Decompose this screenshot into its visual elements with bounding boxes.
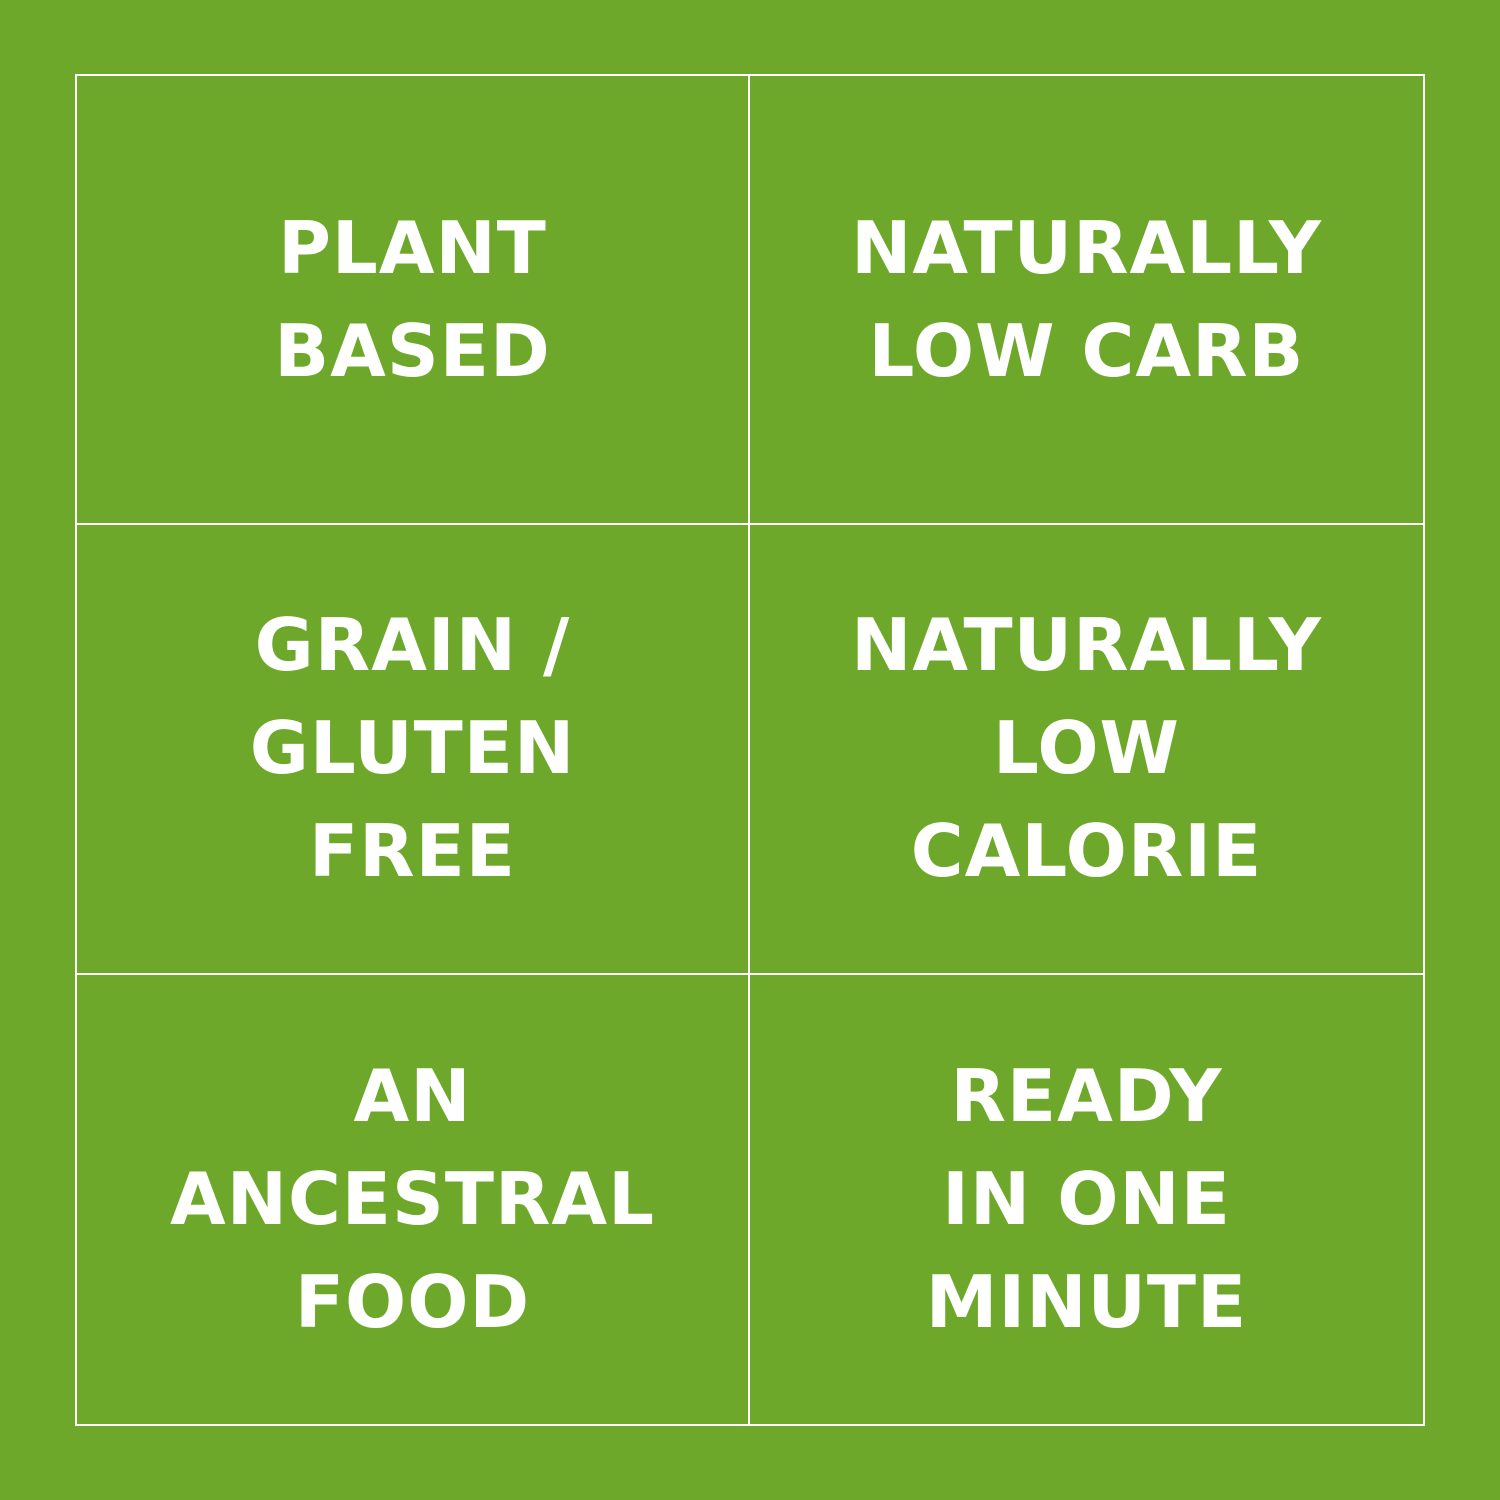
feature-cell: READY IN ONE MINUTE [750, 975, 1423, 1424]
feature-text: LOW [993, 706, 1180, 791]
feature-text: FREE [309, 809, 516, 894]
feature-text: AN [353, 1053, 472, 1138]
feature-text: GLUTEN [249, 706, 576, 791]
feature-text: LOW CARB [868, 308, 1305, 393]
feature-text: PLANT [278, 205, 547, 290]
feature-cell: NATURALLY LOW CALORIE [750, 525, 1423, 975]
feature-text: MINUTE [925, 1259, 1248, 1344]
feature-text: BASED [274, 308, 551, 393]
feature-text: CALORIE [910, 809, 1263, 894]
feature-text: NATURALLY [851, 205, 1322, 290]
feature-text: ANCESTRAL [169, 1156, 655, 1241]
feature-cell: NATURALLY LOW CARB [750, 76, 1423, 526]
feature-text: IN ONE [942, 1156, 1231, 1241]
feature-grid: PLANT BASED NATURALLY LOW CARB GRAIN / GLUTEN… [75, 74, 1425, 1426]
feature-text: READY [950, 1053, 1223, 1138]
feature-cell: GRAIN / GLUTEN FREE [77, 525, 750, 975]
feature-text: GRAIN / [254, 603, 571, 688]
feature-cell: AN ANCESTRAL FOOD [77, 974, 750, 1424]
feature-text: FOOD [294, 1259, 531, 1344]
feature-text: NATURALLY [851, 603, 1322, 688]
feature-cell: PLANT BASED [77, 76, 750, 526]
